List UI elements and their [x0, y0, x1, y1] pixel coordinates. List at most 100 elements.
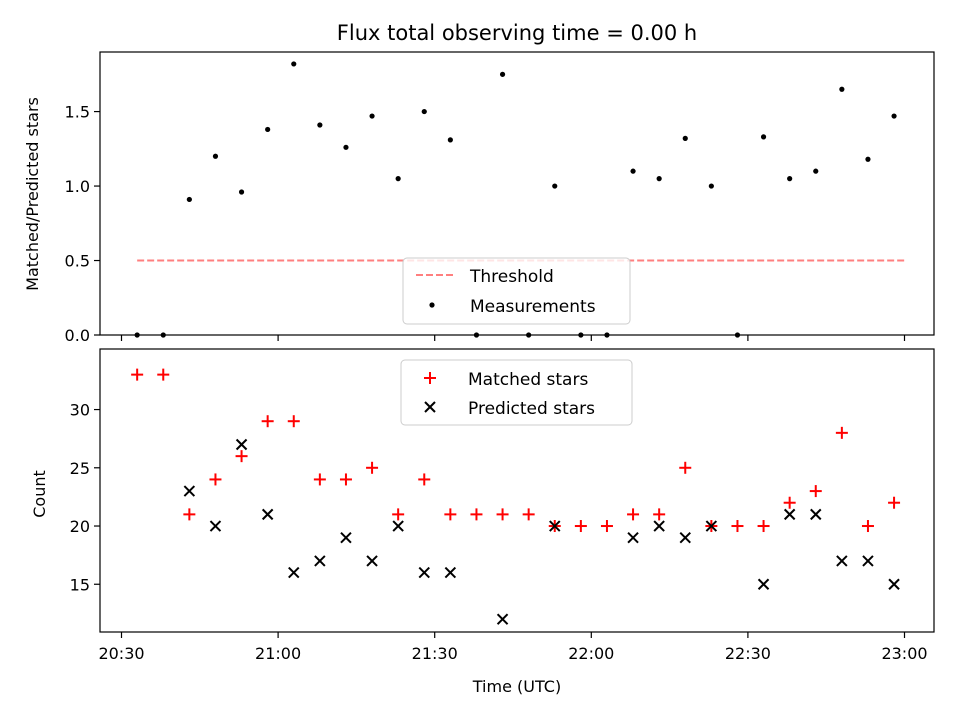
- matched-star-marker: [861, 520, 874, 533]
- predicted-marker-d2: [836, 555, 848, 567]
- bottom-x-tick-label: 22:30: [725, 644, 771, 663]
- top-y-tick-label: 0.0: [65, 326, 90, 345]
- measurement-point: [317, 122, 323, 128]
- measurement-point: [865, 156, 871, 162]
- measurement-point: [708, 183, 714, 189]
- predicted-star-marker: [496, 613, 509, 625]
- predicted-marker-d2: [653, 520, 665, 532]
- measurement-point: [186, 196, 192, 203]
- matched-star-marker: [783, 496, 796, 509]
- matched-star-marker: [627, 508, 640, 521]
- predicted-marker-d2: [261, 508, 274, 521]
- predicted-star-marker: [810, 508, 822, 521]
- legend-matched-swatch: [424, 372, 436, 384]
- bottom-x-tick-label: 23:00: [881, 644, 927, 663]
- chart-title: Flux total observing time = 0.00 h: [337, 21, 697, 45]
- matched-star-marker: [757, 520, 770, 533]
- top-y-tick-label: 1.0: [65, 177, 90, 196]
- measurement-point: [787, 176, 793, 182]
- bottom-axes-frame: [99, 348, 935, 633]
- top-y-axis-label: Matched/Predicted stars: [23, 97, 42, 291]
- measurement-point: [526, 332, 532, 338]
- predicted-star-marker: [783, 508, 796, 521]
- bottom-y-tick-label: 15: [70, 575, 90, 594]
- predicted-marker-d2: [183, 485, 196, 497]
- top-y-ticks: 0.0 0.5 1.0 1.5: [65, 103, 100, 345]
- measurement-point: [891, 113, 897, 119]
- top-x-ticks: [120, 335, 906, 341]
- predicted-star-marker: [627, 531, 639, 544]
- predicted-star-marker: [340, 531, 352, 544]
- matched-star-marker: [183, 508, 196, 521]
- predicted-star-marker: [209, 520, 222, 532]
- matched-star-marker: [392, 508, 405, 521]
- predicted-marker-d2: [549, 520, 561, 532]
- measurement-point: [160, 332, 166, 338]
- matched-star-marker: [574, 520, 587, 533]
- bottom-series: [131, 368, 901, 625]
- predicted-star-marker: [235, 438, 248, 451]
- matched-star-marker: [366, 461, 379, 474]
- measurement-point: [343, 144, 349, 150]
- matched-star-marker: [470, 508, 483, 521]
- matched-star-marker: [339, 473, 352, 486]
- matched-star-marker: [418, 473, 431, 486]
- predicted-marker-d2: [444, 566, 457, 579]
- measurement-point: [499, 71, 506, 77]
- measurement-point: [291, 61, 297, 67]
- predicted-star-marker: [549, 520, 561, 532]
- matched-star-marker: [679, 461, 692, 474]
- predicted-star-marker: [862, 555, 874, 567]
- matched-star-marker: [287, 415, 300, 428]
- predicted-star-marker: [679, 531, 691, 544]
- measurement-point: [578, 332, 584, 338]
- bottom-y-tick-label: 25: [70, 459, 90, 478]
- measurement-point: [473, 332, 480, 338]
- matched-star-marker: [157, 368, 170, 381]
- bottom-x-tick-label: 20:30: [98, 644, 144, 663]
- matched-star-marker: [496, 508, 509, 521]
- bottom-y-tick-label: 20: [70, 517, 90, 536]
- predicted-marker-d2: [366, 555, 378, 567]
- matched-star-marker: [131, 368, 144, 381]
- measurement-point: [604, 332, 610, 338]
- legend-measurements-swatch: [429, 302, 435, 308]
- bottom-x-tick-label: 21:30: [412, 644, 458, 663]
- predicted-star-marker: [836, 555, 848, 567]
- predicted-star-marker: [444, 566, 457, 579]
- matched-star-marker: [261, 415, 274, 428]
- predicted-marker-d2: [392, 520, 404, 532]
- legend-matched-label: Matched stars: [468, 370, 588, 390]
- matched-star-marker: [888, 496, 901, 509]
- legend-threshold-label: Threshold: [469, 267, 554, 287]
- predicted-star-marker: [314, 555, 326, 567]
- matched-star-marker: [235, 450, 248, 463]
- bottom-y-axis-label: Count: [30, 470, 49, 518]
- measurement-point: [421, 108, 427, 115]
- predicted-marker-d2: [209, 520, 222, 532]
- top-y-tick-label: 1.5: [65, 103, 90, 122]
- predicted-star-marker: [418, 566, 430, 579]
- predicted-marker-d2: [862, 555, 874, 567]
- measurement-point: [839, 86, 845, 92]
- measurement-point: [238, 189, 245, 195]
- top-y-tick-label: 0.5: [65, 252, 90, 271]
- matched-star-marker: [209, 473, 222, 486]
- predicted-marker-d2: [340, 531, 352, 544]
- top-panel: 0.0 0.5 1.0 1.5 Matched/Predicted stars Thr…: [23, 51, 935, 345]
- measurement-point: [734, 332, 741, 338]
- predicted-marker-d2: [288, 566, 300, 579]
- bottom-y-tick-label: 30: [70, 401, 90, 420]
- predicted-marker-d2: [888, 578, 900, 590]
- predicted-marker-d2: [496, 613, 509, 625]
- measurement-point: [369, 113, 375, 119]
- bottom-legend-box: [400, 359, 633, 426]
- predicted-marker-d2: [705, 520, 718, 532]
- legend-measurements-label: Measurements: [470, 297, 596, 317]
- predicted-marker-d2: [679, 531, 691, 544]
- matched-star-marker: [809, 485, 822, 498]
- predicted-star-marker: [288, 566, 300, 579]
- bottom-y-ticks: 15 20 25 30: [70, 401, 100, 594]
